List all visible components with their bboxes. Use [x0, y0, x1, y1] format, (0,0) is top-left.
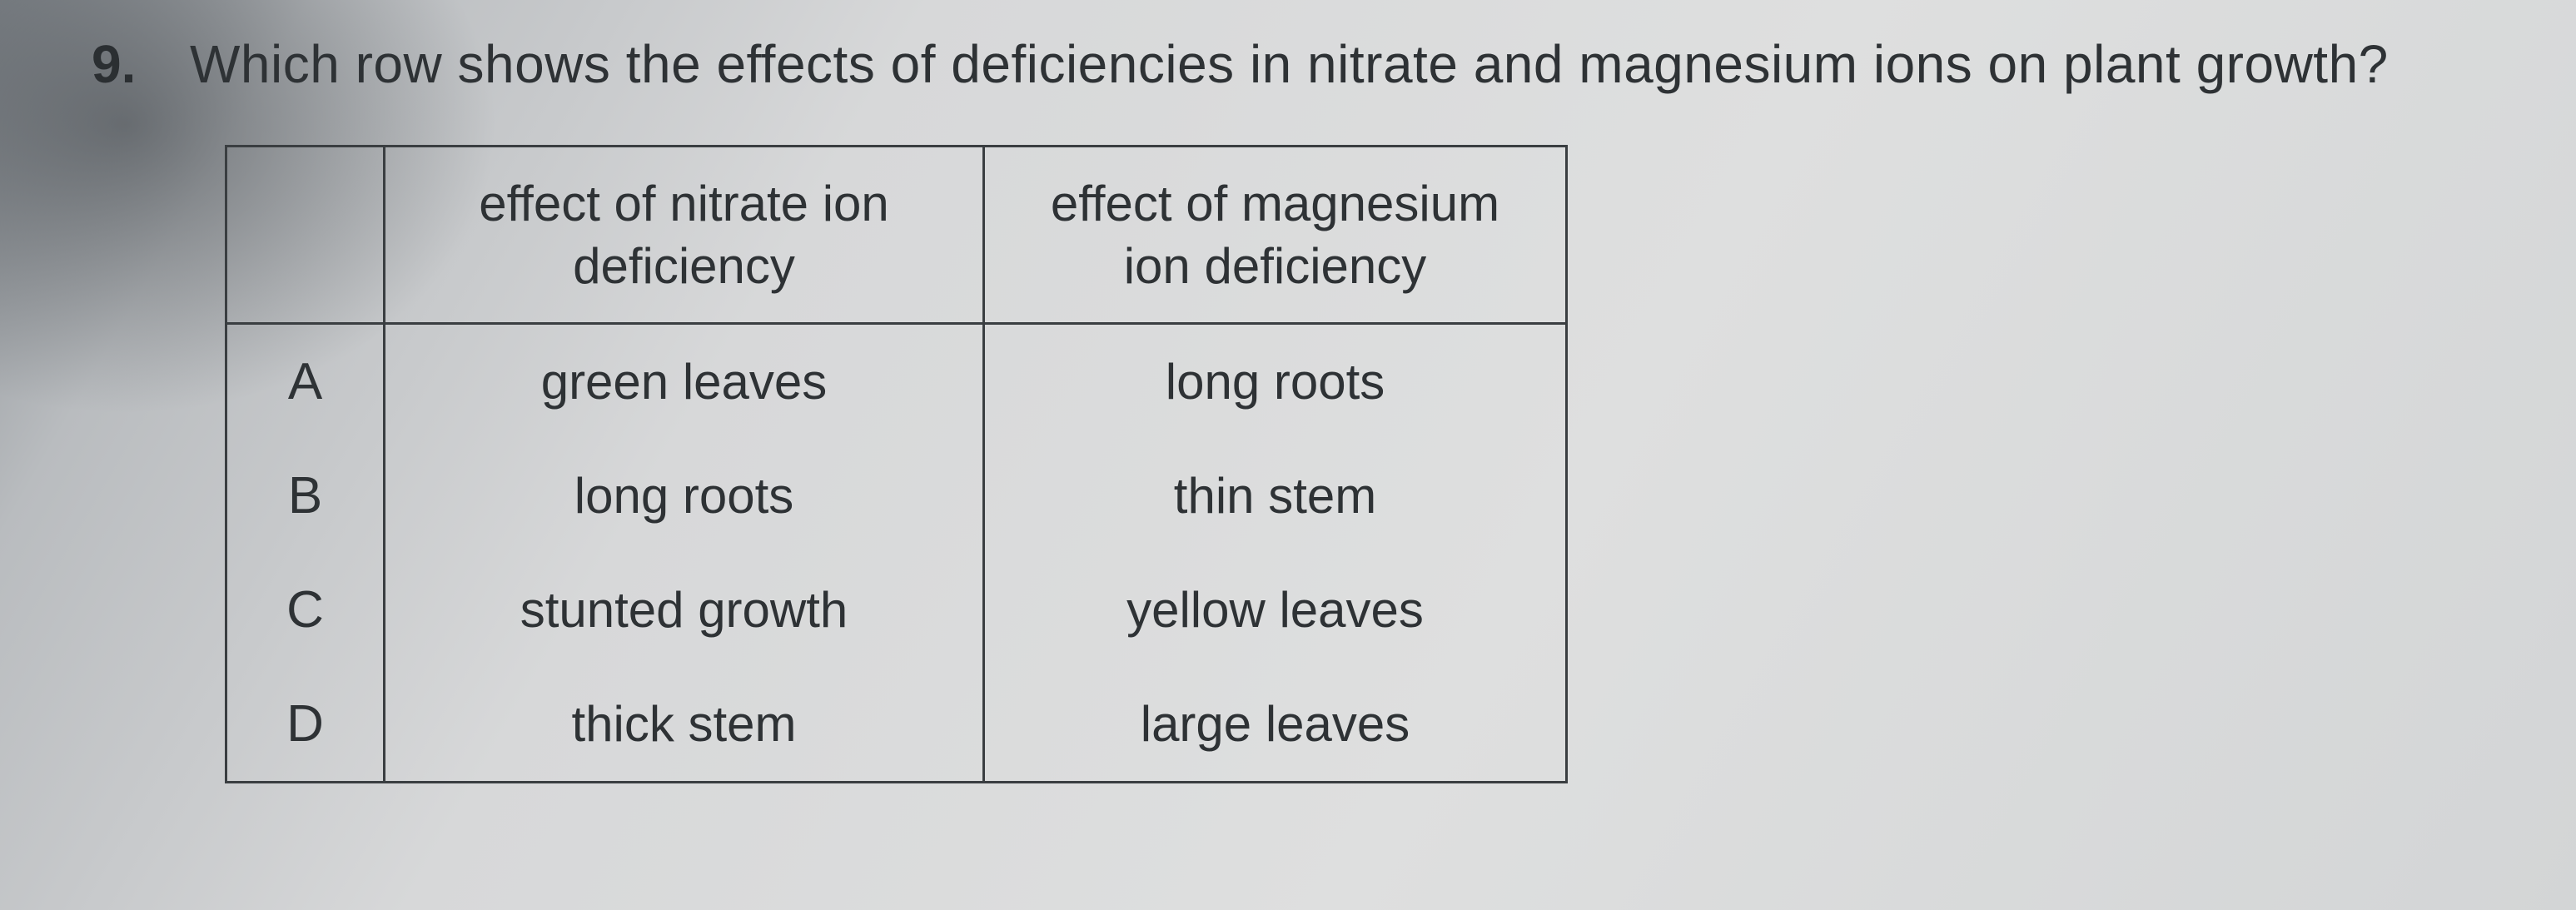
question-number: 9. — [92, 33, 158, 95]
header-magnesium: effect of magnesium ion deficiency — [984, 147, 1567, 324]
header-nitrate: effect of nitrate ion deficiency — [385, 147, 984, 324]
cell-magnesium: yellow leaves — [984, 553, 1567, 667]
row-key: C — [226, 553, 385, 667]
worksheet-page: 9. Which row shows the effects of defici… — [0, 0, 2576, 783]
row-key: D — [226, 667, 385, 783]
answer-table-wrap: effect of nitrate ion deficiency effect … — [225, 145, 2518, 783]
table-row: C stunted growth yellow leaves — [226, 553, 1567, 667]
cell-nitrate: green leaves — [385, 324, 984, 440]
table-row: D thick stem large leaves — [226, 667, 1567, 783]
cell-nitrate: stunted growth — [385, 553, 984, 667]
header-blank — [226, 147, 385, 324]
table-row: A green leaves long roots — [226, 324, 1567, 440]
answer-table: effect of nitrate ion deficiency effect … — [225, 145, 1568, 783]
question-text: Which row shows the effects of deficienc… — [190, 33, 2389, 95]
question-line: 9. Which row shows the effects of defici… — [92, 33, 2518, 95]
cell-magnesium: large leaves — [984, 667, 1567, 783]
cell-magnesium: thin stem — [984, 439, 1567, 553]
table-header-row: effect of nitrate ion deficiency effect … — [226, 147, 1567, 324]
table-row: B long roots thin stem — [226, 439, 1567, 553]
row-key: B — [226, 439, 385, 553]
cell-nitrate: long roots — [385, 439, 984, 553]
row-key: A — [226, 324, 385, 440]
cell-magnesium: long roots — [984, 324, 1567, 440]
cell-nitrate: thick stem — [385, 667, 984, 783]
